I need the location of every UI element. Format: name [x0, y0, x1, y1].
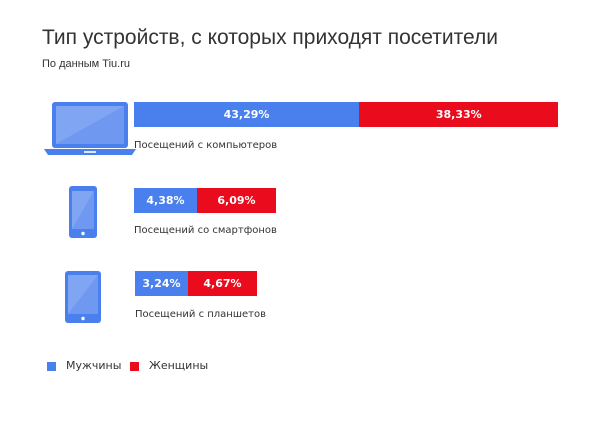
- legend-swatch-men: [47, 362, 56, 371]
- legend-swatch-women: [130, 362, 139, 371]
- legend-label-men: Мужчины: [66, 359, 122, 372]
- bar-women-smartphone: 6,09%: [197, 188, 276, 213]
- bar-men-smartphone: 4,38%: [134, 188, 197, 213]
- bar-men-tablet: 3,24%: [135, 271, 188, 296]
- laptop-icon: [44, 102, 136, 155]
- bar-women-tablet: 4,67%: [188, 271, 257, 296]
- chart-subtitle: По данным Tiu.ru: [42, 58, 130, 70]
- category-label-desktop: Посещений с компьютеров: [134, 140, 278, 151]
- bar-women-desktop: 38,33%: [359, 102, 559, 127]
- category-label-smartphone: Посещений со смартфонов: [134, 225, 277, 236]
- legend-label-women: Женщины: [149, 359, 209, 372]
- chart-title: Тип устройств, с которых приходят посети…: [42, 26, 498, 49]
- tablet-icon: [65, 271, 101, 323]
- category-label-tablet: Посещений с планшетов: [135, 309, 266, 320]
- bar-men-desktop: 43,29%: [134, 102, 360, 127]
- smartphone-icon: [69, 186, 97, 238]
